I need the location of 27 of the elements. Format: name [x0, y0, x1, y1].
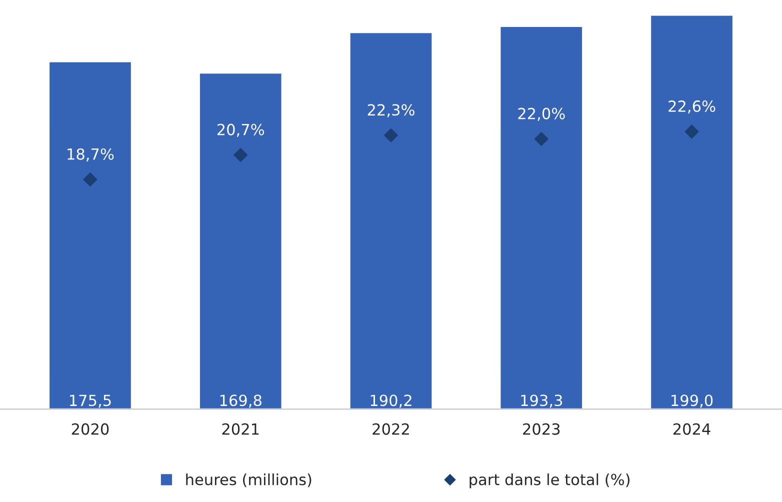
data-label: 193,3: [521, 394, 562, 408]
point: [384, 128, 398, 142]
x-tick-label: 2022: [372, 423, 409, 435]
data-label: 175,5: [70, 394, 111, 408]
point: [534, 132, 548, 146]
x-tick-label: 2020: [72, 423, 109, 435]
bar: [348, 32, 434, 410]
data-label: 22,6%: [668, 100, 716, 114]
data-label: 20,7%: [217, 124, 264, 137]
data-label: 22,3%: [368, 104, 414, 118]
x-tick-label: 2024: [673, 423, 710, 435]
bar: [499, 26, 584, 410]
data-label: 18,7%: [68, 148, 114, 162]
data-label: 169,8: [220, 394, 262, 408]
x-tick-label: 2021: [222, 423, 259, 435]
point: [83, 172, 98, 186]
bar: [48, 60, 132, 410]
x-tick-label: 2023: [523, 423, 560, 435]
legend-label: heures (millions): [186, 473, 312, 488]
point: [684, 124, 699, 139]
data-label: 199,0: [672, 394, 713, 408]
bar: [650, 15, 734, 410]
bar: [198, 72, 283, 410]
data-label: 190,2: [370, 394, 412, 408]
legend-label: part dans le total (%): [470, 473, 630, 488]
data-label: 22,0%: [518, 108, 565, 121]
point: [234, 148, 248, 162]
